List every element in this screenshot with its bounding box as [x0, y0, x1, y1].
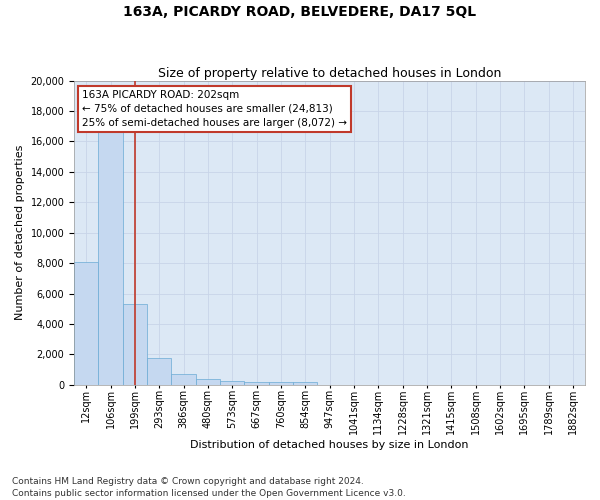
- Bar: [269, 382, 293, 385]
- Bar: [220, 380, 244, 385]
- Bar: [147, 358, 172, 385]
- Bar: [172, 374, 196, 385]
- Bar: [244, 382, 269, 385]
- Bar: [123, 304, 147, 385]
- X-axis label: Distribution of detached houses by size in London: Distribution of detached houses by size …: [190, 440, 469, 450]
- Text: Contains HM Land Registry data © Crown copyright and database right 2024.
Contai: Contains HM Land Registry data © Crown c…: [12, 476, 406, 498]
- Y-axis label: Number of detached properties: Number of detached properties: [15, 145, 25, 320]
- Title: Size of property relative to detached houses in London: Size of property relative to detached ho…: [158, 66, 501, 80]
- Bar: [74, 262, 98, 385]
- Text: 163A, PICARDY ROAD, BELVEDERE, DA17 5QL: 163A, PICARDY ROAD, BELVEDERE, DA17 5QL: [124, 5, 476, 19]
- Bar: [98, 131, 123, 385]
- Bar: [196, 379, 220, 385]
- Text: 163A PICARDY ROAD: 202sqm
← 75% of detached houses are smaller (24,813)
25% of s: 163A PICARDY ROAD: 202sqm ← 75% of detac…: [82, 90, 347, 128]
- Bar: [293, 382, 317, 385]
